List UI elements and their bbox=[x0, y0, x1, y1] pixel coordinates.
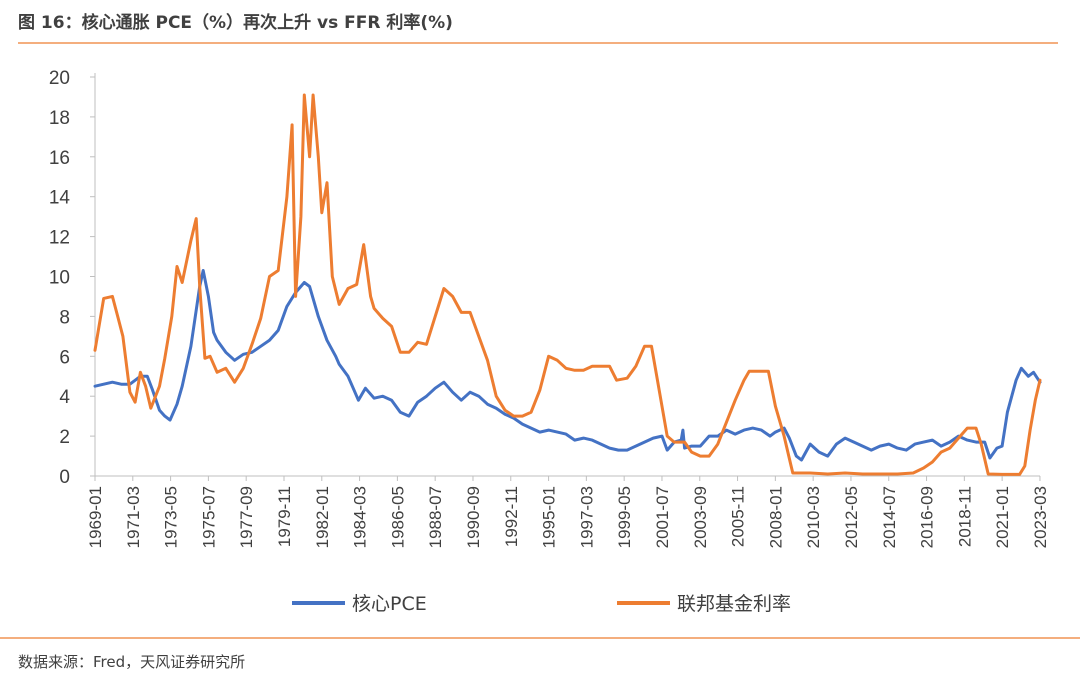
y-tick-label: 16 bbox=[49, 148, 70, 169]
x-tick-label: 1982-01 bbox=[313, 486, 332, 548]
y-axis: 0 2 4 6 8 10 12 14 16 18 20 bbox=[49, 68, 96, 488]
series-line-fed-funds-rate bbox=[93, 93, 1042, 476]
y-tick-label: 18 bbox=[49, 108, 70, 129]
y-tick-label: 14 bbox=[49, 188, 71, 209]
x-tick-label: 2010-03 bbox=[804, 486, 823, 548]
plot-series bbox=[93, 93, 1042, 476]
y-tick-label: 0 bbox=[59, 467, 70, 488]
x-tick-label: 1979-11 bbox=[275, 486, 294, 547]
x-tick-label: 1977-09 bbox=[237, 486, 256, 548]
legend-label-pce: 核心PCE bbox=[352, 593, 427, 615]
x-tick-label: 1975-07 bbox=[199, 486, 218, 548]
x-tick-label: 1973-05 bbox=[162, 486, 181, 548]
x-tick-label: 2003-09 bbox=[691, 486, 710, 548]
x-tick-label: 2001-07 bbox=[653, 486, 672, 548]
x-tick-label: 2012-05 bbox=[842, 486, 861, 548]
source-note: 数据来源：Fred，天风证券研究所 bbox=[18, 653, 245, 671]
y-tick-label: 6 bbox=[59, 347, 70, 368]
y-tick-label: 12 bbox=[49, 228, 70, 249]
x-tick-label: 2018-11 bbox=[955, 486, 974, 547]
x-tick-label: 1986-05 bbox=[388, 486, 407, 548]
x-axis: 1969-01 1971-03 1973-05 1975-07 1977-09 1979-… bbox=[86, 475, 1050, 548]
x-tick-label: 2023-03 bbox=[1031, 486, 1050, 548]
x-tick-label: 2021-01 bbox=[993, 486, 1012, 548]
x-tick-label: 2016-09 bbox=[918, 486, 937, 548]
x-tick-label: 2005-11 bbox=[729, 486, 748, 547]
legend: 核心PCE 联邦基金利率 bbox=[292, 593, 791, 615]
x-tick-label: 1995-01 bbox=[540, 486, 559, 548]
y-tick-label: 10 bbox=[49, 268, 70, 289]
x-tick-label: 1969-01 bbox=[86, 486, 105, 548]
x-tick-label: 1992-11 bbox=[502, 486, 521, 547]
chart-title: 图 16：核心通胀 PCE（%）再次上升 vs FFR 利率(%) bbox=[18, 12, 453, 33]
x-tick-label: 1990-09 bbox=[464, 486, 483, 548]
x-tick-label: 1971-03 bbox=[124, 486, 143, 548]
x-tick-label: 2008-01 bbox=[766, 486, 785, 548]
x-tick-label: 1999-05 bbox=[615, 486, 634, 548]
x-tick-label: 1997-03 bbox=[577, 486, 596, 548]
y-tick-label: 4 bbox=[59, 387, 70, 408]
x-tick-label: 1984-03 bbox=[351, 486, 370, 548]
y-tick-label: 2 bbox=[59, 427, 70, 448]
legend-label-ffr: 联邦基金利率 bbox=[677, 593, 791, 615]
series-line-core-pce bbox=[93, 269, 1042, 462]
y-tick-label: 8 bbox=[59, 307, 70, 328]
x-tick-label: 1988-07 bbox=[426, 486, 445, 548]
y-tick-label: 20 bbox=[49, 68, 70, 89]
x-tick-label: 2014-07 bbox=[880, 486, 899, 548]
